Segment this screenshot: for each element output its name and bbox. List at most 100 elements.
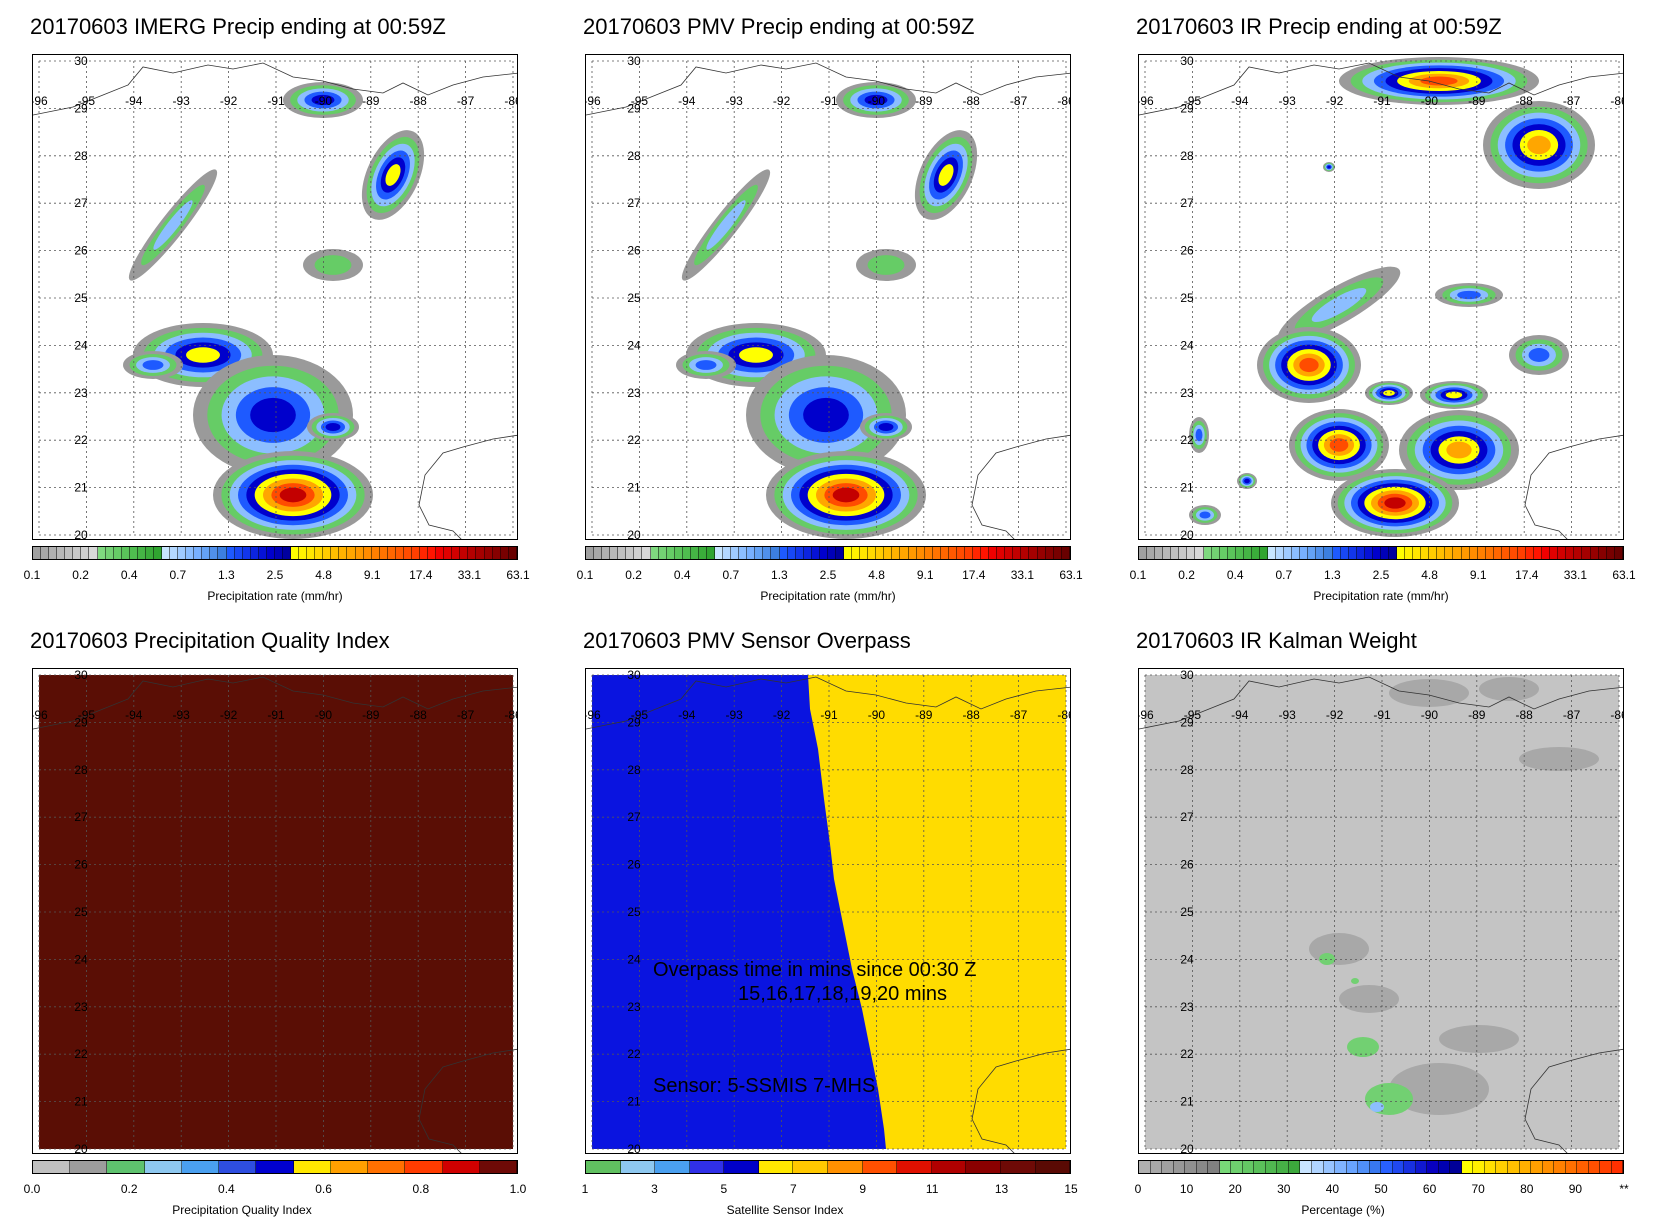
lon-label: -86 xyxy=(504,94,518,108)
colorbar-tick-label: 0 xyxy=(1134,1182,1142,1196)
colorbar-swatch xyxy=(202,547,211,559)
colorbar-swatch xyxy=(218,547,227,559)
colorbar-swatch xyxy=(97,547,106,559)
panel-title: 20170603 PMV Precip ending at 00:59Z xyxy=(583,14,975,39)
lat-label: 27 xyxy=(74,196,88,210)
colorbar-swatch xyxy=(1139,547,1148,559)
colorbar-swatch xyxy=(508,547,517,559)
lon-label: -90 xyxy=(315,94,333,108)
precip-cell xyxy=(1327,165,1331,169)
precip-cell xyxy=(1319,953,1335,965)
colorbar-swatch xyxy=(1162,1161,1174,1173)
colorbar-swatch xyxy=(170,547,179,559)
precip-cell xyxy=(1457,290,1481,300)
colorbar-swatch xyxy=(715,547,724,559)
lat-label: 22 xyxy=(74,1047,88,1061)
colorbar-swatch xyxy=(884,547,893,559)
colorbar-swatch xyxy=(403,547,412,559)
panel-quality-index: 20170603 Precipitation Quality Index 30 2… xyxy=(24,628,552,1218)
colorbar-swatch xyxy=(129,547,138,559)
colorbar-swatch xyxy=(779,547,788,559)
colorbar-swatch xyxy=(1496,1161,1508,1173)
colorbar-swatch xyxy=(620,1161,656,1173)
colorbar-swatch xyxy=(442,1161,480,1173)
precip-cell xyxy=(867,255,905,275)
lat-label: 20 xyxy=(1180,528,1194,540)
lat-label: 29 xyxy=(627,101,641,115)
colorbar-title: Precipitation Quality Index xyxy=(172,1203,312,1217)
lat-label: 21 xyxy=(1180,1095,1194,1109)
lon-label: -88 xyxy=(1516,94,1534,108)
colorbar-swatch xyxy=(674,547,683,559)
colorbar-swatch xyxy=(178,547,187,559)
colorbar-swatch xyxy=(1404,1161,1416,1173)
colorbar-swatch xyxy=(258,547,267,559)
colorbar-swatch xyxy=(997,547,1006,559)
colorbar-swatch xyxy=(1242,1161,1255,1173)
quality-map: 30 29 28 27 26 25 24 23 22 21 20 -96 -95 -94 -93 -92 -91… xyxy=(33,669,517,1153)
colorbar-swatch xyxy=(226,547,235,559)
colorbar-swatch xyxy=(1356,547,1365,559)
lon-label: -87 xyxy=(1010,94,1028,108)
lat-label: 29 xyxy=(74,715,88,729)
colorbar-swatch xyxy=(89,547,98,559)
colorbar-swatch xyxy=(1268,547,1277,559)
colorbar-swatch xyxy=(724,1161,759,1173)
colorbar-swatch xyxy=(860,547,869,559)
colorbar-swatch xyxy=(892,547,901,559)
colorbar-tick-label: 0.7 xyxy=(1275,568,1293,582)
colorbar-swatch xyxy=(1171,547,1180,559)
colorbar-tick-label: 0.1 xyxy=(23,568,41,582)
colorbar-swatch xyxy=(1550,547,1559,559)
colorbar-swatch xyxy=(771,547,780,559)
colorbar-tick-label: 4.8 xyxy=(1421,568,1438,582)
colorbar-tick-label: 9.1 xyxy=(363,568,381,582)
colorbar-swatch xyxy=(1211,547,1220,559)
colorbar-swatch xyxy=(420,547,429,559)
colorbar-swatch xyxy=(989,547,998,559)
colorbar-swatch xyxy=(330,1161,369,1173)
colorbar-tick-label: 30 xyxy=(1277,1182,1291,1196)
colorbar-tick-label: 40 xyxy=(1325,1182,1340,1196)
map-frame: 30 29 28 27 26 25 24 23 22 21 20 -96 -95 -94 -93 -92 -91… xyxy=(32,668,518,1154)
colorbar-tick-label: 0.2 xyxy=(120,1182,138,1196)
map-frame: 30 29 28 27 26 25 24 23 22 21 20 -96 -95 -94 -93 -92 -91… xyxy=(585,54,1071,540)
precip-cell xyxy=(153,200,193,250)
colorbar-swatch xyxy=(1380,547,1389,559)
colorbar-swatch xyxy=(242,547,251,559)
lat-label: 29 xyxy=(74,101,88,115)
colorbar-tick-label: 90 xyxy=(1568,1182,1583,1196)
lon-label: -91 xyxy=(820,708,838,722)
precip-cell xyxy=(1244,478,1250,484)
colorbar-swatch xyxy=(973,547,982,559)
colorbar-swatch xyxy=(1598,547,1607,559)
colorbar-swatch xyxy=(444,547,453,559)
colorbar-swatch xyxy=(460,547,469,559)
colorbar-swatch xyxy=(868,547,877,559)
colorbar-swatch xyxy=(355,547,364,559)
colorbar-swatch xyxy=(181,1161,220,1173)
lon-label: -92 xyxy=(220,708,238,722)
colorbar-swatch xyxy=(827,547,836,559)
colorbar-swatch xyxy=(1508,1161,1520,1173)
colorbar-swatch xyxy=(618,547,627,559)
colorbar-swatch xyxy=(1577,1161,1589,1173)
lon-label: -89 xyxy=(915,94,933,108)
colorbar-swatch xyxy=(1484,1161,1497,1173)
lon-label: -93 xyxy=(726,708,744,722)
lon-label: -93 xyxy=(726,94,744,108)
colorbar-swatch xyxy=(1316,547,1325,559)
lat-label: 24 xyxy=(627,338,641,352)
colorbar-swatch xyxy=(1147,547,1156,559)
colorbar-swatch xyxy=(1335,1161,1347,1173)
lon-label: -90 xyxy=(315,708,333,722)
coastline-gulf xyxy=(586,676,1070,730)
colorbar-swatch xyxy=(932,547,941,559)
lon-label: -87 xyxy=(1563,708,1581,722)
colorbar-swatch xyxy=(299,547,308,559)
colorbar-swatch xyxy=(1196,1161,1209,1173)
colorbar-swatch xyxy=(819,547,828,559)
lon-label: -94 xyxy=(678,708,696,722)
colorbar-swatch xyxy=(1227,547,1236,559)
precip-cell xyxy=(186,347,220,363)
